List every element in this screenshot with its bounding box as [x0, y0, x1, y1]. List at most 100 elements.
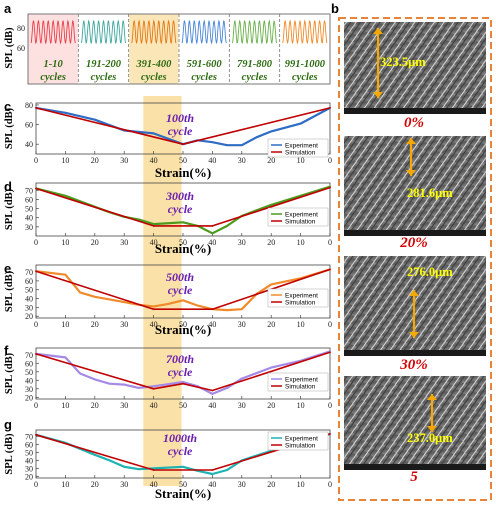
data-point-experiment — [152, 223, 155, 226]
strain-highlight-band — [143, 96, 182, 486]
x-tick-label: 0 — [328, 320, 332, 329]
panel-letter-a: a — [4, 1, 12, 16]
x-tick-label: 0 — [34, 156, 38, 165]
x-axis-label: Strain(%) — [155, 322, 211, 337]
cycle-annotation: 100th cycle — [166, 111, 194, 138]
panel-b-border — [338, 17, 492, 501]
panel-a-ytick: 60 — [17, 44, 25, 53]
x-tick-label: 30 — [120, 320, 128, 329]
y-tick-label: 70 — [25, 268, 33, 277]
x-tick-label: 0 — [34, 401, 38, 410]
sem-measurement-label: 281.6μm — [407, 186, 453, 200]
panel-letter-e: e — [4, 261, 11, 276]
data-point-experiment — [79, 372, 81, 375]
segment-waveform — [80, 19, 127, 45]
y-tick-label: 40 — [25, 456, 33, 465]
y-tick-label: 30 — [25, 385, 33, 394]
data-point-experiment — [182, 381, 184, 383]
x-tick-label: 30 — [120, 238, 128, 247]
legend-label-simulation: Simulation — [285, 299, 316, 306]
series-line-experiment — [35, 106, 331, 147]
legend-label-simulation: Simulation — [285, 442, 316, 449]
data-point-simulation — [152, 387, 155, 390]
x-tick-label: 10 — [297, 320, 305, 329]
segment-background — [229, 14, 280, 84]
x-tick-label: 20 — [91, 401, 99, 410]
sem-strain-caption: 5 — [410, 469, 418, 485]
x-tick-label: 20 — [91, 480, 99, 489]
segment-waveform — [181, 19, 227, 45]
data-point-experiment — [240, 144, 243, 147]
legend-label-simulation: Simulation — [285, 383, 316, 390]
data-point-simulation — [35, 270, 37, 273]
x-tick-label: 30 — [120, 401, 128, 410]
data-point-experiment — [226, 309, 229, 311]
data-point-experiment — [196, 304, 199, 307]
data-point-experiment — [211, 473, 214, 475]
panel-letter-f: f — [4, 343, 9, 358]
arrowhead-down-icon — [427, 426, 437, 432]
x-tick-label: 20 — [91, 320, 99, 329]
legend-box — [267, 372, 329, 392]
x-tick-label: 0 — [328, 238, 332, 247]
y-tick-label: 60 — [25, 359, 33, 368]
data-point-simulation — [35, 107, 37, 109]
data-point-experiment — [182, 221, 184, 224]
data-point-experiment — [79, 291, 81, 294]
segment-background — [280, 14, 330, 84]
x-tick-label: 10 — [297, 480, 305, 489]
x-tick-label: 10 — [61, 401, 69, 410]
data-point-experiment — [152, 305, 155, 308]
x-axis-label: Strain(%) — [155, 486, 211, 501]
panel-letter-c: c — [4, 99, 11, 114]
x-tick-label: 0 — [34, 238, 38, 247]
data-point-experiment — [93, 295, 96, 298]
data-point-experiment — [255, 136, 258, 139]
x-tick-label: 10 — [61, 156, 69, 165]
panel-a-ylabel: SPL (dB) — [4, 27, 15, 69]
x-tick-label: 0 — [328, 480, 332, 489]
x-tick-label: 10 — [297, 401, 305, 410]
x-tick-label: 20 — [91, 238, 99, 247]
data-point-experiment — [226, 387, 229, 389]
data-point-simulation — [182, 382, 184, 385]
data-point-simulation — [152, 469, 155, 471]
segment-label: 391-400 cycles — [135, 59, 172, 83]
y-axis-label: SPL (dB) — [4, 433, 15, 475]
data-point-simulation — [329, 268, 331, 271]
x-tick-label: 40 — [150, 238, 158, 247]
data-point-experiment — [108, 382, 111, 385]
data-point-experiment — [182, 299, 184, 302]
data-point-experiment — [182, 465, 184, 468]
panel-letter-b: b — [331, 1, 339, 16]
data-point-experiment — [240, 308, 243, 311]
y-tick-label: 50 — [25, 368, 33, 377]
data-point-experiment — [270, 130, 273, 133]
x-tick-label: 40 — [208, 156, 216, 165]
data-point-experiment — [108, 459, 111, 462]
segment-waveform — [30, 19, 76, 45]
data-point-experiment — [138, 468, 140, 471]
y-tick-label: 40 — [25, 376, 33, 385]
y-tick-label: 60 — [25, 440, 33, 449]
data-point-simulation — [329, 351, 331, 354]
data-point-simulation — [35, 187, 37, 190]
x-tick-label: 40 — [150, 480, 158, 489]
x-tick-label: 0 — [328, 156, 332, 165]
series-line-experiment — [35, 350, 331, 395]
data-point-experiment — [152, 132, 155, 135]
data-point-experiment — [240, 377, 243, 380]
data-point-experiment — [93, 453, 96, 456]
data-point-experiment — [64, 111, 67, 114]
x-tick-label: 0 — [34, 320, 38, 329]
legend-label-simulation: Simulation — [285, 218, 316, 225]
x-tick-label: 50 — [179, 156, 187, 165]
legend-box — [267, 207, 329, 227]
y-axis-label: SPL (dB) — [4, 188, 15, 230]
legend-label-experiment: Experiment — [285, 211, 318, 218]
x-tick-label: 30 — [120, 480, 128, 489]
cycle-annotation: 300th cycle — [165, 189, 194, 216]
